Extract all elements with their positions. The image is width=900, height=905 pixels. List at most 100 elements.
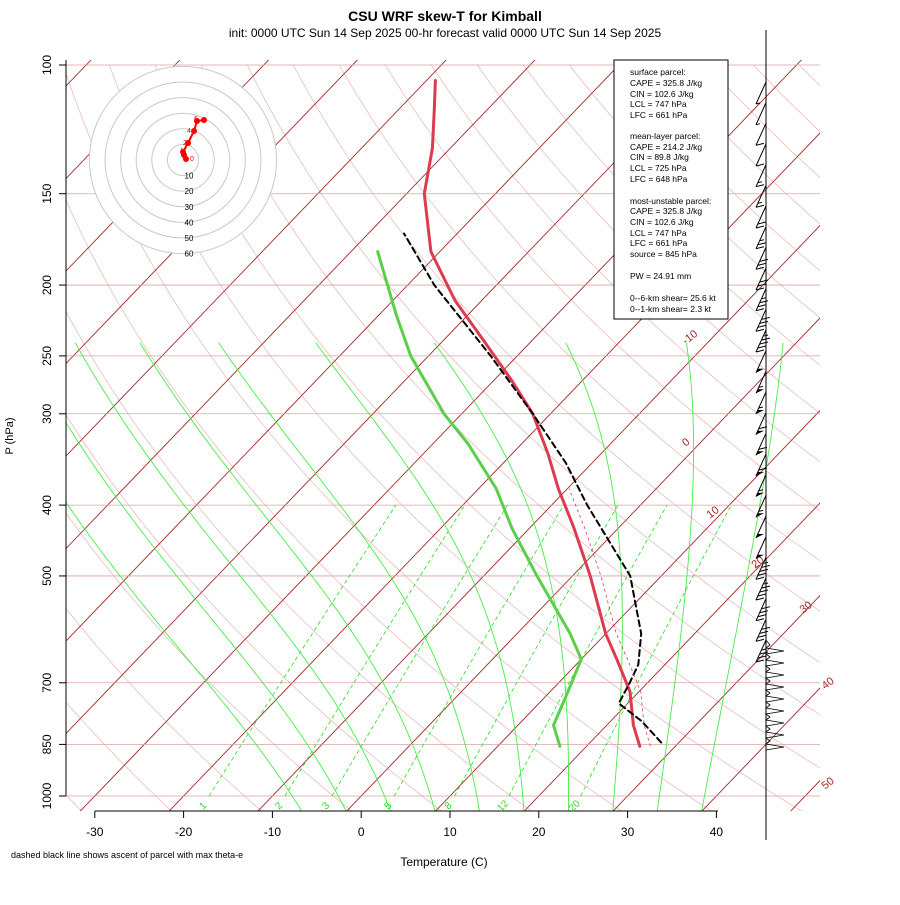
- y-tick-label: 250: [40, 346, 54, 366]
- surface-line: CAPE = 325.8 J/kg: [630, 78, 702, 88]
- wind-barb: [755, 474, 767, 497]
- hodograph-ring-label: 40: [185, 218, 194, 227]
- dry-adiabat-line: [200, 64, 820, 716]
- surface-header: surface parcel:: [630, 67, 686, 77]
- wind-barb: [755, 515, 767, 539]
- surface-line: LFC = 661 hPa: [630, 110, 688, 120]
- dry-adiabat-line: [66, 414, 443, 811]
- mu-line: LFC = 661 hPa: [630, 238, 688, 248]
- moist-adiabat-line: [315, 342, 525, 811]
- wind-barb: [755, 102, 767, 126]
- x-tick-label: 20: [532, 825, 546, 839]
- surface-line: CIN = 102.6 J/kg: [630, 89, 694, 99]
- dry-adiabat-line: [66, 199, 623, 811]
- hodograph-ring-label: 60: [185, 250, 194, 259]
- isotherm-line: [66, 60, 447, 457]
- sounding-series: [376, 79, 663, 748]
- mixing-ratio-line: [208, 504, 397, 797]
- wind-barb: [755, 185, 767, 208]
- wind-barb: [755, 247, 769, 270]
- mixing-ratio-line: [393, 504, 565, 797]
- hodograph-ring: [104, 81, 262, 239]
- moist-adiabat-line: [433, 342, 569, 811]
- mean-line: CIN = 89.8 J/kg: [630, 152, 689, 162]
- y-tick-label: 1000: [40, 782, 54, 809]
- isotherm-line: [257, 224, 820, 811]
- wind-barb: [755, 453, 768, 477]
- hodograph-point-label: 1: [180, 148, 184, 155]
- x-axis-title: Temperature (C): [400, 855, 487, 869]
- hodograph-point-label: 2: [183, 140, 187, 147]
- hodograph-ring: [151, 128, 215, 192]
- shear-line: 0--6-km shear= 25.6 kt: [630, 293, 716, 303]
- parcel-line: [403, 232, 663, 744]
- wind-trace: [765, 639, 785, 751]
- dry-adiabat-line: [338, 64, 820, 562]
- isotherm-label: 10: [705, 504, 722, 521]
- wind-barb: [755, 205, 767, 229]
- wind-barb: [755, 577, 771, 601]
- wind-barb: [755, 350, 767, 373]
- wind-barb: [755, 226, 767, 250]
- wind-barb: [755, 123, 767, 146]
- y-tick-label: 500: [40, 566, 54, 586]
- wind-barb: [755, 143, 767, 167]
- wind-barb: [755, 309, 771, 332]
- x-tick-label: 30: [621, 825, 635, 839]
- x-tick-label: 40: [710, 825, 724, 839]
- y-tick-label: 300: [40, 403, 54, 423]
- x-tick-label: 10: [443, 825, 457, 839]
- x-tick-label: -10: [264, 825, 282, 839]
- y-tick-label: 850: [40, 734, 54, 754]
- hodograph-ring: [135, 112, 231, 208]
- isotherm-label: 50: [820, 775, 837, 792]
- y-axis-title: P (hPa): [4, 417, 16, 454]
- isotherm-label: 0: [680, 436, 692, 449]
- dry-adiabat-line: [66, 72, 713, 811]
- chart-title: CSU WRF skew-T for Kimball: [348, 8, 542, 24]
- mixing-ratio-line: [508, 504, 668, 797]
- mixing-ratio-lines: [208, 504, 732, 797]
- low-level-wind-trace: [765, 639, 785, 751]
- moist-adiabat-line: [66, 421, 347, 811]
- isotherm-label: 40: [820, 675, 837, 692]
- moist-adiabat-line: [218, 342, 480, 811]
- dry-adiabat-line: [384, 64, 820, 512]
- dry-adiabats: [66, 64, 900, 812]
- mu-line: CAPE = 325.8 J/kg: [630, 206, 702, 216]
- mu-line: LCL = 747 hPa: [630, 228, 687, 238]
- isotherm-line: [434, 409, 820, 811]
- hodograph-ring-label: 50: [185, 234, 194, 243]
- dry-adiabat-line: [845, 65, 900, 812]
- hodograph-ring: [88, 65, 278, 255]
- wind-barb: [755, 557, 771, 580]
- hodograph-point: [201, 117, 207, 123]
- wind-barb: [755, 371, 767, 394]
- hodograph-point: [191, 128, 197, 134]
- dry-adiabat-line: [66, 607, 262, 811]
- wind-barb: [755, 391, 767, 415]
- hodograph-point: [185, 140, 191, 146]
- mixing-ratio-line: [331, 504, 508, 797]
- mean-line: CAPE = 214.2 J/kg: [630, 142, 702, 152]
- isotherm-line: [66, 60, 181, 180]
- dry-adiabat-line: [66, 701, 172, 811]
- wind-barb: [755, 412, 768, 435]
- mean-line: LCL = 725 hPa: [630, 163, 687, 173]
- wind-barb: [755, 495, 767, 518]
- wind-barb: [755, 288, 769, 312]
- mixing-ratio-line: [580, 504, 732, 797]
- hodograph-ring-label: 30: [185, 203, 194, 212]
- wind-barb: [755, 536, 767, 559]
- mixing-ratio-label: 8: [443, 800, 455, 812]
- dry-adiabat-line: [246, 64, 820, 663]
- wind-barb: [755, 433, 768, 456]
- dry-adiabat-line: [292, 64, 820, 612]
- isotherm-line: [168, 132, 820, 811]
- dry-adiabat-line: [430, 64, 820, 463]
- mixing-ratio-line: [454, 504, 619, 797]
- isotherm-line: [523, 502, 820, 811]
- hodograph-point-label: 6: [194, 116, 198, 123]
- isotherm-line: [66, 60, 536, 550]
